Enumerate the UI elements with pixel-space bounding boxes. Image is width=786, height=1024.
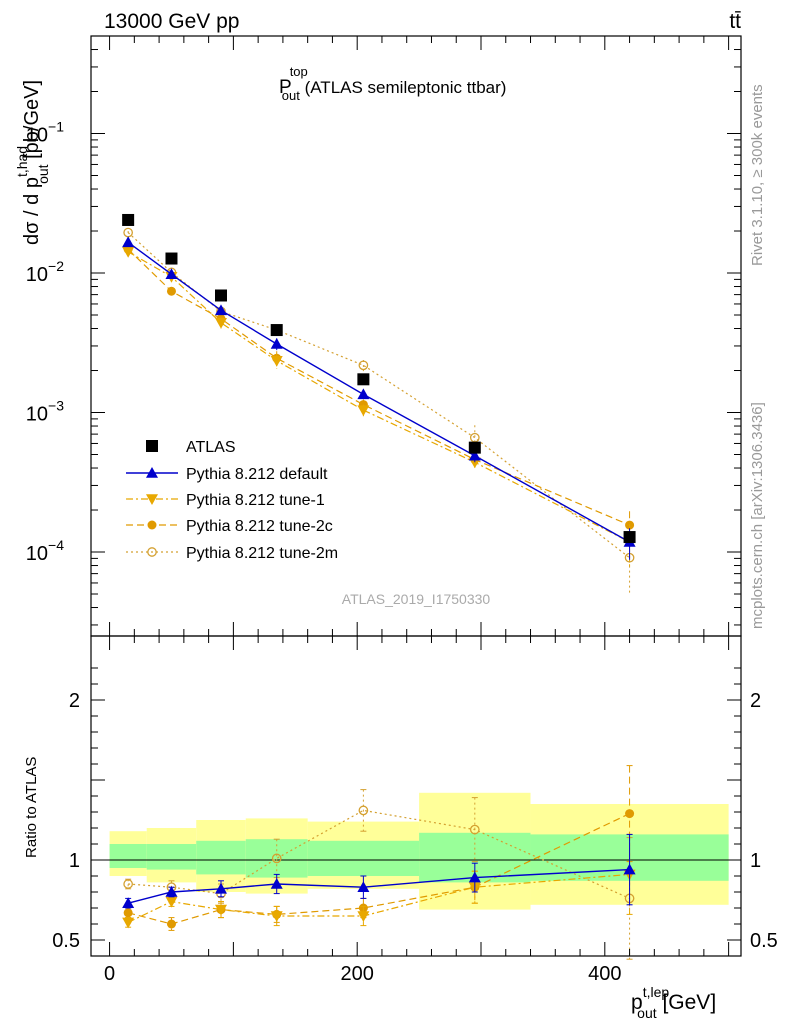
y-tick-label-top-1: 10−2: [26, 258, 64, 286]
ratio-point-1-6: [623, 863, 636, 875]
plot-title: Ptop out (ATLAS semileptonic ttbar): [279, 64, 506, 103]
ratio-point-4-0: [123, 879, 133, 889]
x-axis-label-unit: [GeV]: [657, 991, 717, 1014]
header-right: tt̄: [729, 10, 741, 33]
top-point-0-1: [165, 252, 178, 265]
analysis-id: ATLAS_2019_I1750330: [342, 591, 491, 607]
y-tick-label-ratio-left-2: 2: [69, 690, 80, 712]
header-left: 13000 GeV pp: [104, 10, 239, 33]
y-tick-label-ratio-right-2: 2: [750, 690, 761, 712]
plot-title-rest: (ATLAS semileptonic ttbar): [300, 78, 507, 97]
top-point-4-4: [358, 360, 369, 371]
legend-label-4: Pythia 8.212 tune-2m: [186, 545, 338, 562]
top-point-0-0: [122, 213, 135, 226]
legend-marker-3: [147, 520, 157, 530]
y-axis-label-ratio: Ratio to ATLAS: [23, 757, 40, 858]
legend-label-1: Pythia 8.212 default: [186, 466, 328, 483]
y-tick-label-ratio-right-1: 1: [750, 850, 761, 872]
y-axis-label-sup: t,had: [14, 146, 30, 177]
band-inner-0: [109, 844, 147, 868]
ratio-point-3-0: [123, 908, 133, 918]
top-point-1-1: [165, 268, 178, 280]
ratio-point-3-1: [166, 919, 176, 929]
top-line-3: [127, 248, 630, 526]
top-point-0-4: [357, 373, 370, 386]
ratio-point-1-1: [165, 886, 178, 897]
y-tick-label-top-2: 10−3: [26, 398, 64, 426]
x-tick-label-1: 200: [341, 963, 374, 985]
y-tick-label-ratio-right-0: 0.5: [750, 930, 778, 952]
band-inner-2: [196, 840, 246, 875]
x-tick-label-2: 400: [588, 963, 621, 985]
x-axis-label-main: p: [631, 991, 643, 1014]
legend-label-3: Pythia 8.212 tune-2c: [186, 518, 333, 535]
legend-marker-1: [146, 467, 158, 478]
y-axis-label-sub: out: [35, 164, 51, 184]
plot-title-sup: top: [290, 64, 308, 79]
ratio-point-1-3: [270, 878, 283, 889]
legend-label-0: ATLAS: [186, 439, 236, 456]
rivet-label: Rivet 3.1.10, ≥ 300k events: [749, 84, 766, 266]
ratio-point-2-3: [270, 911, 283, 922]
top-point-1-3: [270, 337, 283, 349]
ratio-point-4-4: [358, 805, 369, 816]
ratio-point-4-5: [469, 824, 480, 835]
top-point-1-2: [215, 304, 227, 316]
ratio-point-1-5: [468, 871, 481, 883]
legend-marker-0: [146, 440, 158, 452]
x-tick-label-0: 0: [104, 963, 115, 985]
top-point-1-4: [357, 388, 370, 400]
top-point-0-3: [270, 324, 283, 337]
legend-label-2: Pythia 8.212 tune-1: [186, 492, 325, 509]
x-axis-label-sup: t,lep: [643, 984, 670, 1000]
y-axis-label-top: dσ / d pt,had out [pb/GeV]: [14, 80, 51, 245]
ratio-point-4-3: [271, 853, 282, 864]
plot-title-main: P: [279, 77, 292, 98]
ratio-point-2-1: [165, 896, 178, 908]
x-axis-label-sub: out: [637, 1005, 657, 1021]
y-tick-label-ratio-left-1: 1: [69, 850, 80, 872]
ratio-point-1-4: [357, 881, 370, 892]
top-point-0-6: [623, 531, 636, 544]
band-inner-1: [146, 844, 197, 870]
plot-title-sub: out: [282, 88, 300, 103]
ratio-point-2-0: [122, 917, 135, 929]
ratio-point-3-6: [625, 809, 635, 819]
top-point-2-4: [357, 405, 370, 417]
x-axis-label: pt,lep out [GeV]: [631, 984, 716, 1021]
ratio-point-2-4: [357, 911, 370, 922]
top-point-2-0: [122, 246, 135, 258]
top-point-2-3: [270, 355, 283, 367]
ratio-point-1-0: [122, 897, 135, 908]
y-tick-label-top-0: 10−1: [26, 119, 64, 147]
top-point-3-1: [166, 286, 176, 296]
mcplots-label: mcplots.cern.ch [arXiv:1306.3436]: [749, 402, 766, 629]
y-axis-label-prefix: dσ / d p: [21, 177, 43, 245]
legend-marker-4: [147, 547, 157, 557]
ratio-point-1-2: [215, 882, 227, 894]
top-point-2-2: [215, 317, 227, 329]
ratio-point-2-2: [215, 904, 227, 916]
top-point-1-5: [468, 449, 481, 461]
y-tick-label-top-3: 10−4: [26, 537, 64, 565]
legend-marker-2: [146, 494, 158, 505]
top-point-0-5: [468, 441, 481, 454]
top-point-0-2: [215, 289, 227, 302]
y-axis-label-unit: [pb/GeV]: [21, 80, 43, 165]
y-tick-label-ratio-left-0: 0.5: [52, 930, 80, 952]
ratio-frame: [90, 635, 742, 957]
top-point-1-0: [122, 236, 135, 248]
band-inner-4: [307, 840, 420, 876]
